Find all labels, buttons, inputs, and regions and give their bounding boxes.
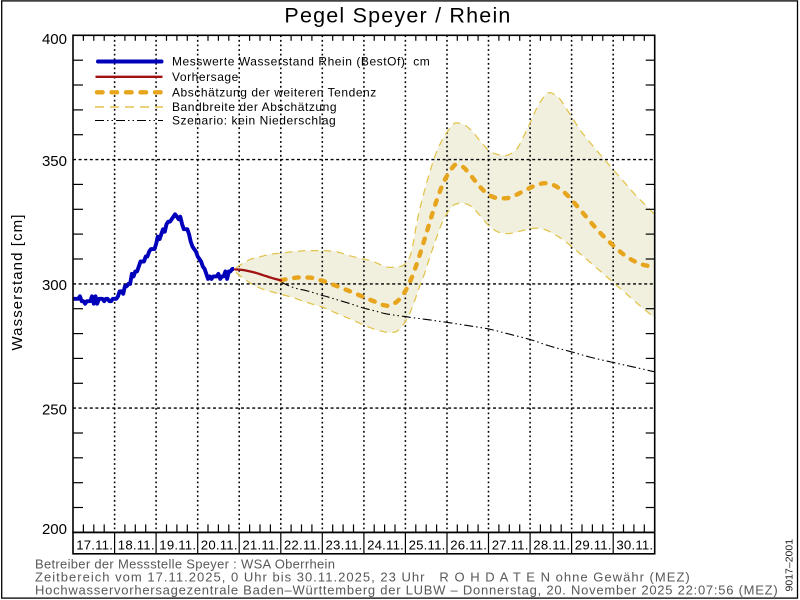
svg-text:400: 400	[42, 31, 67, 48]
svg-text:9017–2001: 9017–2001	[784, 539, 796, 592]
svg-text:25.11.: 25.11.	[409, 538, 446, 553]
svg-text:26.11.: 26.11.	[450, 538, 487, 553]
svg-text:Hochwasservorhersagezentrale B: Hochwasservorhersagezentrale Baden–Württ…	[35, 583, 778, 598]
svg-text:Szenario: kein Niederschlag: Szenario: kein Niederschlag	[172, 114, 336, 128]
svg-text:20.11.: 20.11.	[201, 538, 238, 553]
svg-text:300: 300	[42, 277, 67, 294]
svg-text:250: 250	[42, 401, 67, 418]
svg-text:Bandbreite der Abschätzung: Bandbreite der Abschätzung	[172, 100, 337, 114]
svg-text:18.11.: 18.11.	[118, 538, 155, 553]
svg-text:22.11.: 22.11.	[284, 538, 321, 553]
svg-text:Abschätzung der weiteren Tende: Abschätzung der weiteren Tendenz	[172, 86, 377, 100]
svg-text:Zeitbereich vom 17.11.2025, 0: Zeitbereich vom 17.11.2025, 0 Uhr bis 30…	[35, 570, 691, 585]
svg-text:17.11.: 17.11.	[76, 538, 113, 553]
svg-text:Betreiber der Messstelle Speye: Betreiber der Messstelle Speyer : WSA Ob…	[35, 557, 335, 572]
svg-text:350: 350	[42, 153, 67, 170]
svg-text:28.11.: 28.11.	[533, 538, 570, 553]
svg-text:Vorhersage: Vorhersage	[172, 70, 239, 84]
svg-text:Wasserstand [cm]: Wasserstand [cm]	[9, 213, 26, 350]
svg-text:29.11.: 29.11.	[575, 538, 612, 553]
svg-text:200: 200	[42, 521, 67, 538]
svg-text:Pegel Speyer / Rhein: Pegel Speyer / Rhein	[284, 4, 511, 28]
svg-text:27.11.: 27.11.	[492, 538, 529, 553]
svg-text:Messwerte Wasserstand Rhein (B: Messwerte Wasserstand Rhein (BestOf) cm	[172, 55, 430, 69]
svg-text:19.11.: 19.11.	[159, 538, 196, 553]
svg-text:23.11.: 23.11.	[326, 538, 363, 553]
svg-text:24.11.: 24.11.	[367, 538, 404, 553]
svg-text:30.11.: 30.11.	[616, 538, 653, 553]
svg-text:21.11.: 21.11.	[242, 538, 279, 553]
